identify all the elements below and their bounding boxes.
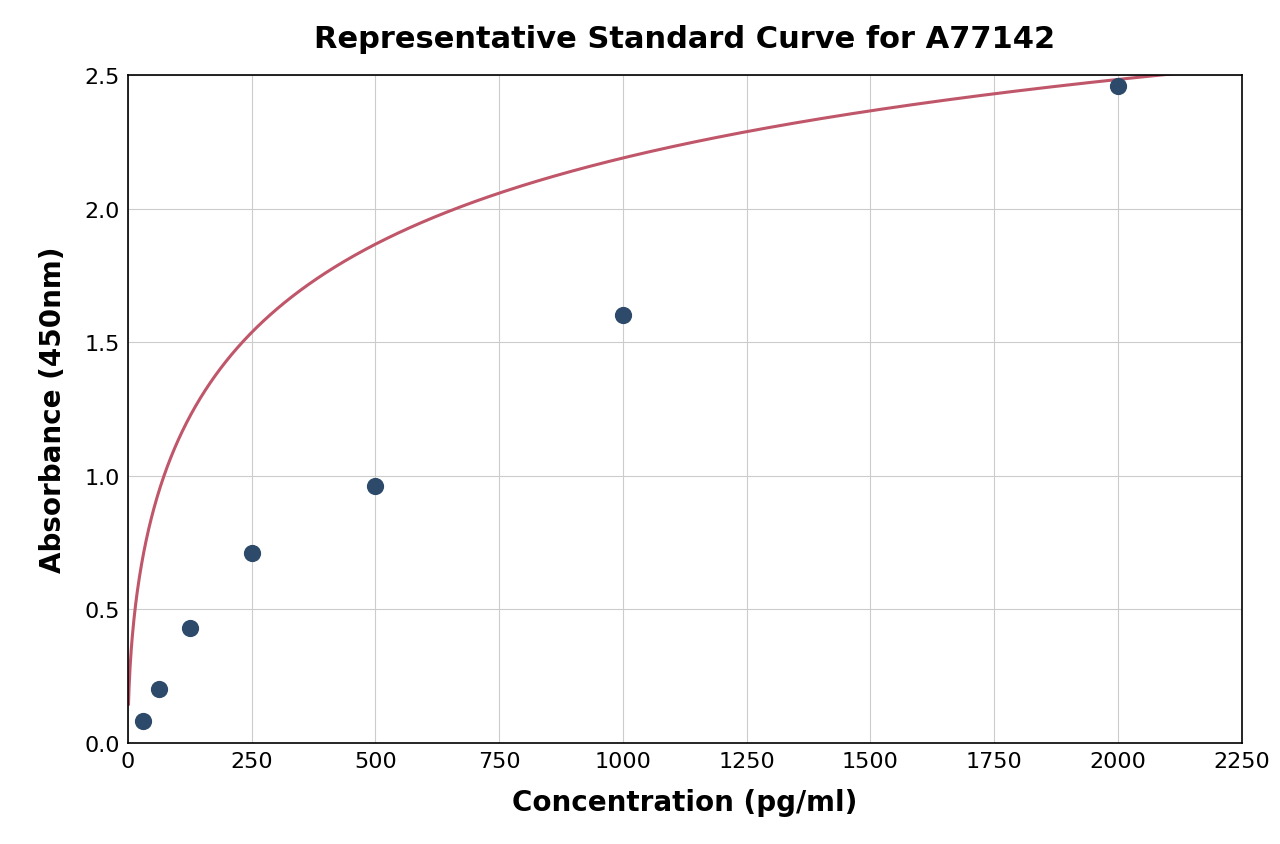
Point bbox=[148, 683, 169, 696]
Point bbox=[365, 480, 385, 494]
Point bbox=[179, 621, 200, 635]
Point bbox=[613, 309, 634, 322]
Title: Representative Standard Curve for A77142: Representative Standard Curve for A77142 bbox=[314, 25, 1056, 54]
Point bbox=[242, 547, 262, 560]
Point bbox=[133, 715, 154, 728]
Y-axis label: Absorbance (450nm): Absorbance (450nm) bbox=[40, 246, 68, 572]
Point bbox=[1107, 80, 1128, 94]
X-axis label: Concentration (pg/ml): Concentration (pg/ml) bbox=[512, 787, 858, 815]
